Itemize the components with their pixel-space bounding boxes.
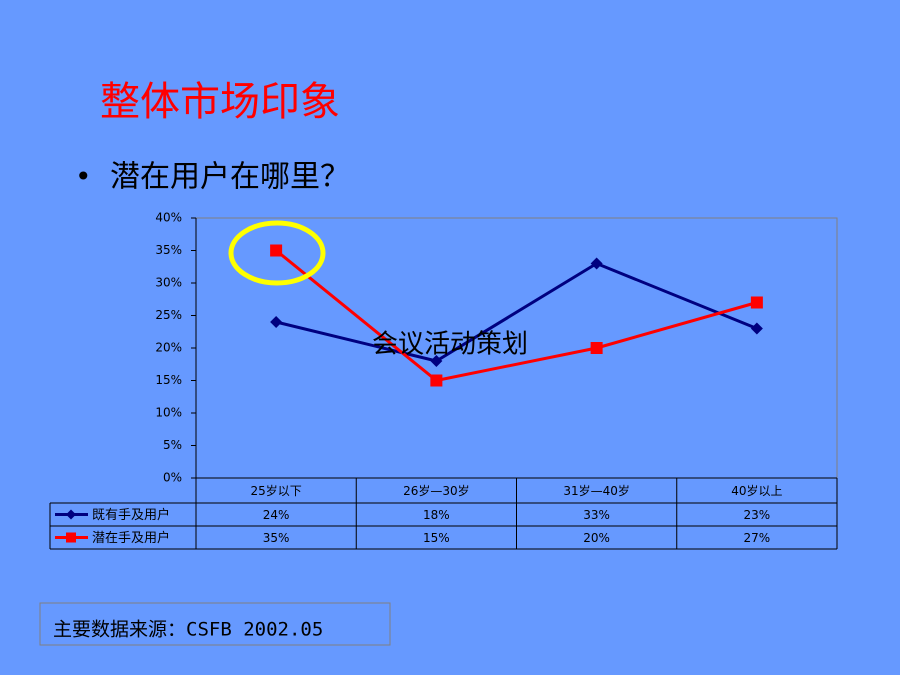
table-value: 23% (744, 508, 771, 522)
table-value: 18% (423, 508, 450, 522)
y-tick-label: 15% (155, 373, 182, 387)
y-tick-label: 0% (163, 471, 182, 485)
x-tick-label: 31岁—40岁 (563, 483, 630, 498)
slide-title: 整体市场印象 (100, 79, 340, 125)
y-tick-label: 20% (155, 341, 182, 355)
legend-marker (66, 532, 76, 543)
table-value: 35% (263, 531, 290, 545)
highlight-ellipse (228, 220, 326, 286)
data-point (430, 374, 443, 387)
table-value: 27% (744, 531, 771, 545)
x-tick-label: 25岁以下 (250, 483, 301, 498)
data-point (750, 322, 763, 335)
legend-label: 潜在手及用户 (92, 530, 170, 546)
data-point (750, 296, 763, 309)
bullet-dot: • (75, 160, 92, 193)
data-point (270, 244, 283, 257)
series-line (275, 261, 758, 363)
data-point (270, 316, 283, 328)
table-value: 33% (583, 508, 610, 522)
source-text: 主要数据来源：CSFB 2002.05 (53, 619, 323, 641)
source-box (39, 602, 391, 646)
table-value: 24% (263, 508, 290, 522)
bullet-text: 潜在用户在哪里？ (110, 160, 350, 195)
y-tick-label: 40% (155, 211, 182, 225)
y-tick-label: 25% (155, 308, 182, 322)
y-tick-label: 35% (155, 243, 182, 257)
series-line (275, 249, 758, 383)
chart: 0% 5% 10% 15% 20% 25% 30% 35% 40% 25岁以下 26岁—30岁 31岁… (49, 211, 838, 550)
data-point (590, 342, 603, 354)
data-point (590, 257, 603, 270)
y-tick-label: 30% (155, 276, 182, 290)
y-tick-label: 10% (155, 406, 182, 420)
table-value: 20% (583, 531, 610, 545)
table-value: 15% (423, 531, 450, 545)
x-tick-label: 40岁以上 (731, 483, 782, 498)
x-tick-label: 26岁—30岁 (403, 483, 470, 498)
data-point (430, 355, 443, 367)
y-tick-label: 5% (163, 438, 182, 452)
legend-label: 既有手及用户 (92, 507, 170, 523)
legend-marker (66, 509, 76, 520)
overlay-text: 会议活动策划 (372, 330, 528, 360)
